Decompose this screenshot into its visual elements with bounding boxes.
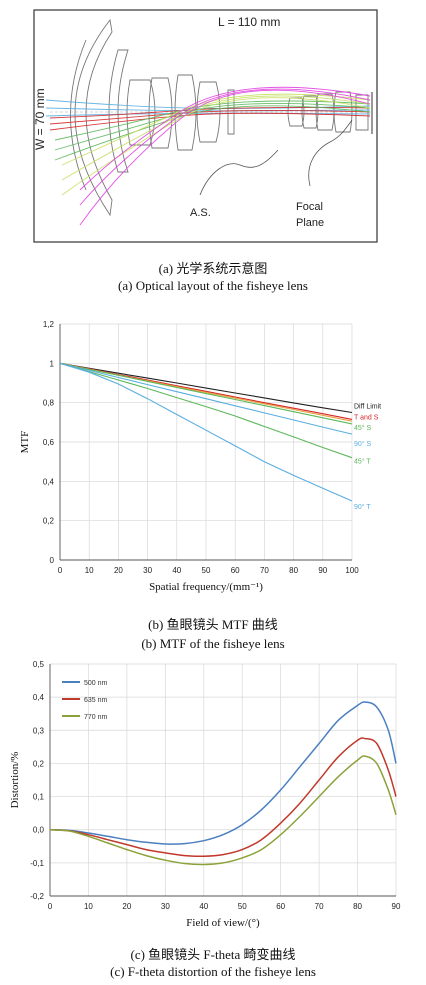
y-axis-label: Distortion/% xyxy=(9,752,21,809)
legend-label: 500 nm xyxy=(84,680,108,687)
distortion-chart-panel: -0,2 -0,1 0,0 0,1 0,2 0,3 0,4 0,5 0 10 20 30 40 50 60 7… xyxy=(0,652,426,942)
y-tick-label: 0,3 xyxy=(33,726,45,735)
series-label: 45° S xyxy=(354,424,372,432)
series-label: 90° S xyxy=(354,440,372,448)
x-tick-label: 70 xyxy=(315,902,324,911)
y-tick-label: 1,2 xyxy=(43,320,55,329)
ray xyxy=(79,88,371,206)
caption-b-cn: (b) 鱼眼镜头 MTF 曲线 xyxy=(148,617,278,632)
focal-plane-label-line2: Plane xyxy=(296,217,324,229)
distortion-chart: -0,2 -0,1 0,0 0,1 0,2 0,3 0,4 0,5 0 10 20 30 40 50 60 7… xyxy=(9,660,401,929)
y-tick-label: 0,6 xyxy=(43,438,55,447)
x-tick-label: 60 xyxy=(231,566,240,575)
caption-b-en: (b) MTF of the fisheye lens xyxy=(141,636,285,651)
series-label: T and S xyxy=(354,414,379,421)
x-tick-label: 80 xyxy=(289,566,298,575)
series-line xyxy=(49,755,397,866)
ray xyxy=(54,103,371,151)
x-tick-label: 20 xyxy=(122,902,131,911)
x-tick-label: 30 xyxy=(161,902,170,911)
x-tick-label: 0 xyxy=(58,566,63,575)
y-tick-label: 0,2 xyxy=(33,759,45,768)
x-axis-label: Spatial frequency/(mm⁻¹) xyxy=(149,581,263,593)
ray xyxy=(79,86,371,191)
caption-a-cn: (a) 光学系统示意图 xyxy=(158,261,268,276)
series-line xyxy=(59,362,353,425)
ray-bundles xyxy=(45,86,371,226)
y-tick-label: 0,5 xyxy=(33,660,45,669)
y-tick-label: 0,0 xyxy=(33,826,45,835)
ray xyxy=(49,110,371,125)
aperture-stop-pointer xyxy=(199,149,279,196)
series-label: 45° T xyxy=(354,458,371,466)
lens-element xyxy=(108,49,129,173)
y-tick-label: -0,2 xyxy=(30,892,44,901)
lens-element xyxy=(227,89,235,135)
x-tick-label: 50 xyxy=(238,902,247,911)
x-tick-label: 90 xyxy=(392,902,401,911)
mtf-chart-panel: 0 0,2 0,4 0,6 0,8 1 1,2 0 10 20 30 40 50 60 70 80 90 100 S… xyxy=(0,310,426,610)
x-tick-label: 80 xyxy=(353,902,362,911)
ray xyxy=(79,89,371,226)
y-tick-label: 1 xyxy=(50,359,55,368)
y-tick-label: 0,1 xyxy=(33,793,45,802)
length-label: L = 110 mm xyxy=(218,15,280,29)
optical-layout-diagram: L = 110 mm W = 70 mm A.S. Focal Plane xyxy=(33,9,378,243)
series-line xyxy=(59,362,353,435)
legend-label: 770 nm xyxy=(84,714,108,721)
caption-a-en: (a) Optical layout of the fisheye lens xyxy=(118,278,308,293)
y-tick-label: 0 xyxy=(50,556,55,565)
lens-element xyxy=(148,77,173,149)
y-tick-label: 0,8 xyxy=(43,399,55,408)
x-axis-label: Field of view/(°) xyxy=(186,917,260,929)
lens-element xyxy=(74,18,113,217)
series-line xyxy=(59,362,353,502)
legend-label: 635 nm xyxy=(84,697,108,704)
x-tick-label: 40 xyxy=(199,902,208,911)
lens-element xyxy=(315,93,335,131)
x-tick-label: 20 xyxy=(114,566,123,575)
x-tick-label: 60 xyxy=(276,902,285,911)
series-label: 90° T xyxy=(354,503,371,511)
mtf-chart: 0 0,2 0,4 0,6 0,8 1 1,2 0 10 20 30 40 50 60 70 80 90 100 S… xyxy=(19,320,381,593)
x-tick-label: 30 xyxy=(143,566,152,575)
series-line xyxy=(49,701,397,845)
x-tick-label: 90 xyxy=(318,566,327,575)
optical-layout-panel: L = 110 mm W = 70 mm A.S. Focal Plane xyxy=(0,0,426,250)
x-tick-label: 40 xyxy=(172,566,181,575)
caption-c-en: (c) F-theta distortion of the fisheye le… xyxy=(110,964,316,979)
x-tick-label: 50 xyxy=(202,566,211,575)
ray xyxy=(54,105,371,161)
plot-area xyxy=(50,664,396,896)
x-tick-label: 10 xyxy=(84,902,93,911)
aperture-stop-label: A.S. xyxy=(190,207,211,219)
series-line xyxy=(49,737,397,858)
lens-element xyxy=(174,74,197,151)
y-tick-label: -0,1 xyxy=(30,859,44,868)
y-axis-label: MTF xyxy=(19,431,31,454)
focal-plane-label-line1: Focal xyxy=(296,201,323,213)
y-tick-label: 0,4 xyxy=(43,477,55,486)
series-label: Diff Limit xyxy=(354,404,381,411)
ray xyxy=(49,112,371,131)
x-tick-label: 10 xyxy=(85,566,94,575)
x-tick-label: 100 xyxy=(345,566,359,575)
focal-plane-pointer xyxy=(308,119,353,187)
caption-c-cn: (c) 鱼眼镜头 F-theta 畸变曲线 xyxy=(130,947,296,962)
y-tick-label: 0,2 xyxy=(43,517,55,526)
series-line xyxy=(59,362,353,459)
width-label: W = 70 mm xyxy=(33,88,47,150)
y-tick-label: 0,4 xyxy=(33,693,45,702)
x-tick-label: 0 xyxy=(48,902,53,911)
series-line xyxy=(59,362,353,414)
x-tick-label: 70 xyxy=(260,566,269,575)
